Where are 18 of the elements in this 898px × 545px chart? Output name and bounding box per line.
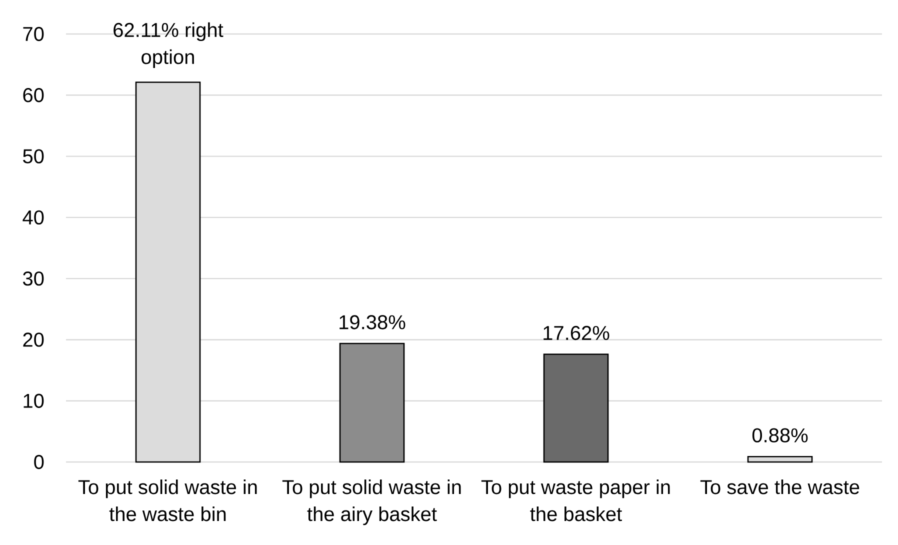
bar — [339, 342, 405, 463]
y-tick-label: 50 — [23, 149, 44, 164]
y-tick-label: 60 — [23, 88, 44, 102]
data-label: 62.11% right option — [114, 22, 224, 68]
y-tick-label: 20 — [23, 332, 44, 347]
y-tick-label: 10 — [24, 394, 44, 408]
data-label: 0.88% — [752, 428, 808, 442]
y-tick-label: 40 — [22, 210, 44, 225]
data-label: 17.62% — [544, 326, 610, 340]
data-label: 19.38% — [340, 315, 406, 330]
y-tick-label: 0 — [34, 454, 44, 470]
bar — [543, 354, 609, 463]
x-tick-label: To put solid waste in the waste bin — [78, 480, 257, 522]
x-tick-label: To put solid waste in the airy basket — [282, 480, 461, 526]
y-tick-label: 70 — [23, 26, 44, 42]
x-tick-label: To save the waste — [700, 480, 860, 494]
y-tick-label: 30 — [23, 271, 44, 286]
x-tick-label: To put waste paper in the basket — [481, 480, 670, 522]
